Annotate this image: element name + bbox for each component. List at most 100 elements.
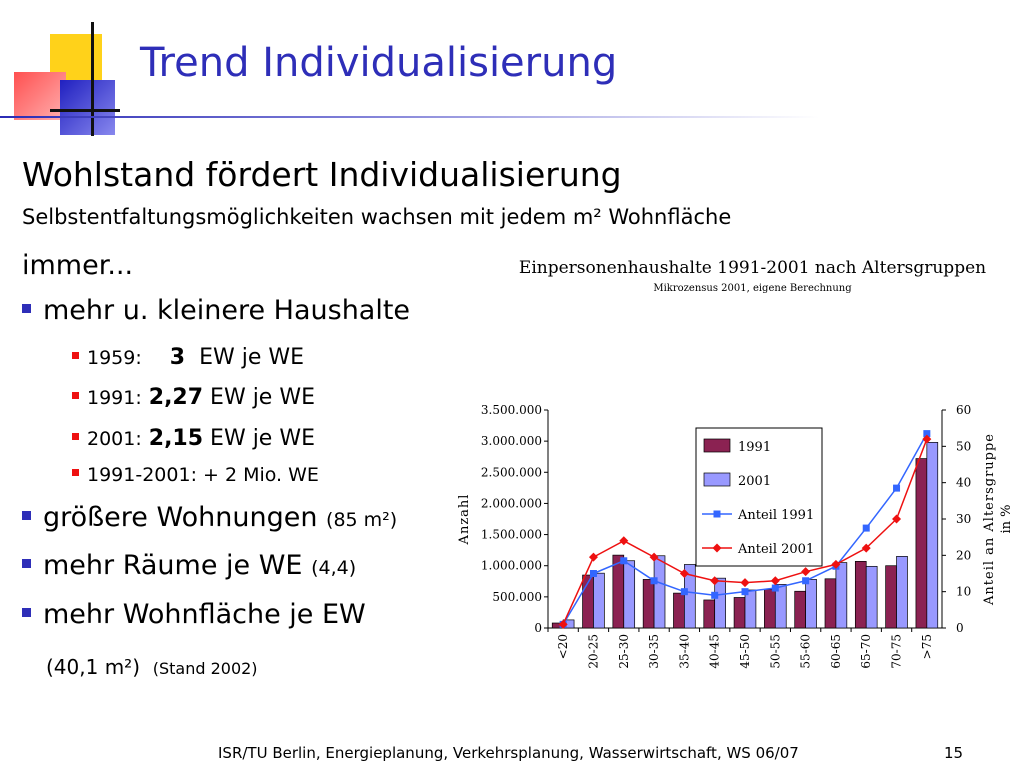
- x-tick-label: >75: [920, 634, 934, 659]
- household-chart: 0 500.000 1.000.000 1.500.000 2.000.000 2.500…: [457, 403, 1014, 669]
- legend-marker: [712, 543, 722, 553]
- red-square-decoration: [14, 72, 66, 120]
- y-axis-title: Anzahl: [457, 494, 472, 546]
- point-Anteil-1991: [862, 524, 870, 532]
- point-Anteil-2001: [710, 576, 720, 586]
- bar-2001: [805, 579, 817, 629]
- y-tick-label: 1.500.000: [481, 528, 542, 542]
- y-tick-label: 3.500.000: [481, 403, 542, 417]
- y2-tick-label: 40: [956, 476, 971, 490]
- bullet-haushalte: mehr u. kleinere Haushalte: [22, 295, 410, 326]
- bar-1991: [642, 579, 655, 629]
- y-tick-label: 1.000.000: [481, 559, 542, 573]
- bullet-square-icon: [72, 351, 79, 359]
- point-Anteil-2001: [558, 619, 568, 629]
- bar-1991: [764, 589, 776, 629]
- legend-swatch-1991: [703, 438, 731, 453]
- main-heading: Wohlstand fördert Individualisierung: [22, 155, 622, 194]
- subbullet-1991: 1991: 2,27 EW je WE: [72, 385, 315, 410]
- bullet-square-icon: [72, 432, 79, 440]
- subbullet-1991-2001: 1991-2001: + 2 Mio. WE: [72, 462, 319, 487]
- bar-1991: [885, 565, 897, 629]
- bullet-raeume: mehr Räume je WE (4,4): [22, 550, 356, 581]
- bullet-wohnungen: größere Wohnungen (85 m²): [22, 502, 397, 533]
- horizontal-line-decoration: [50, 109, 120, 112]
- point-Anteil-1991: [893, 484, 901, 492]
- legend-label: Anteil 1991: [737, 508, 814, 523]
- point-Anteil-2001: [922, 434, 932, 444]
- x-tick-label: 40-45: [708, 634, 722, 669]
- y2-tick-label: 0: [956, 621, 964, 635]
- footer-text: ISR/TU Berlin, Energieplanung, Verkehrsp…: [218, 744, 799, 762]
- y2-tick-label: 50: [956, 439, 971, 453]
- subheading-line-1: Selbstentfaltungsmöglichkeiten wachsen m…: [22, 205, 732, 229]
- bar-1991: [733, 597, 746, 629]
- y2-tick-label: 10: [956, 585, 971, 599]
- legend-label: 1991: [738, 440, 771, 455]
- point-Anteil-1991: [680, 588, 688, 596]
- point-Anteil-2001: [801, 567, 811, 577]
- x-tick-label: 65-70: [859, 634, 873, 669]
- bar-2001: [774, 584, 787, 629]
- x-tick-label: 55-60: [799, 634, 813, 669]
- x-tick-label: 70-75: [890, 634, 904, 669]
- title-underline: [0, 116, 1024, 118]
- bar-1991: [794, 590, 806, 629]
- point-Anteil-2001: [770, 576, 780, 586]
- bar-1991: [703, 599, 716, 629]
- chart-title: Einpersonenhaushalte 1991-2001 nach Alte…: [518, 258, 987, 278]
- point-Anteil-1991: [741, 588, 749, 596]
- subheading-line-2: immer...: [22, 250, 134, 281]
- bar-2001: [865, 565, 878, 629]
- chart-subtitle: Mikrozensus 2001, eigene Berechnung: [653, 283, 852, 294]
- bullet-square-icon: [22, 559, 31, 568]
- y2-axis-title: Anteil an Altersgruppe: [982, 433, 997, 606]
- point-Anteil-1991: [802, 577, 810, 585]
- y2-tick-label: 30: [956, 512, 971, 526]
- y-tick-label: 2.000.000: [481, 496, 542, 510]
- x-tick-label: 45-50: [738, 634, 752, 669]
- subbullet-2001: 2001: 2,15 EW je WE: [72, 426, 315, 451]
- bar-1991: [824, 578, 837, 629]
- point-Anteil-1991: [620, 557, 628, 565]
- x-tick-label: 30-35: [647, 634, 661, 669]
- legend-marker: [713, 510, 721, 518]
- point-Anteil-1991: [771, 584, 779, 592]
- bar-2001: [896, 556, 908, 629]
- point-Anteil-2001: [740, 578, 750, 588]
- point-Anteil-1991: [711, 591, 719, 599]
- point-Anteil-2001: [619, 536, 629, 546]
- y2-tick-label: 60: [956, 403, 971, 417]
- x-tick-label: <20: [556, 634, 570, 659]
- bar-1991: [673, 592, 685, 629]
- bar-1991: [915, 458, 928, 629]
- point-Anteil-2001: [649, 552, 659, 562]
- x-tick-label: 50-55: [768, 634, 782, 669]
- bar-2001: [835, 562, 848, 629]
- bar-1991: [854, 561, 867, 629]
- y2-axis-title-unit: in %: [999, 504, 1014, 533]
- bullet-square-icon: [22, 511, 31, 520]
- bullet-wohnflaeche: mehr Wohnfläche je EW: [22, 599, 366, 630]
- legend-label: Anteil 2001: [737, 542, 814, 557]
- wohnflaeche-value: (40,1 m²) (Stand 2002): [46, 655, 258, 679]
- bar-2001: [623, 560, 636, 629]
- point-Anteil-2001: [588, 552, 598, 562]
- y2-tick-label: 20: [956, 548, 971, 562]
- point-Anteil-2001: [892, 514, 902, 524]
- point-Anteil-2001: [861, 543, 871, 553]
- legend-label: 2001: [738, 474, 771, 489]
- point-Anteil-1991: [589, 570, 597, 577]
- y-tick-label: 0: [534, 621, 542, 635]
- x-tick-label: 25-30: [617, 634, 631, 669]
- bar-2001: [593, 572, 605, 629]
- slide-title: Trend Individualisierung: [140, 40, 618, 86]
- bullet-square-icon: [72, 468, 79, 476]
- point-Anteil-2001: [679, 569, 689, 578]
- blue-square-decoration: [60, 80, 115, 135]
- bullet-square-icon: [22, 608, 31, 617]
- legend-swatch-2001: [703, 472, 731, 487]
- point-Anteil-2001: [831, 559, 841, 569]
- bar-2001: [714, 577, 726, 629]
- bar-2001: [653, 555, 666, 629]
